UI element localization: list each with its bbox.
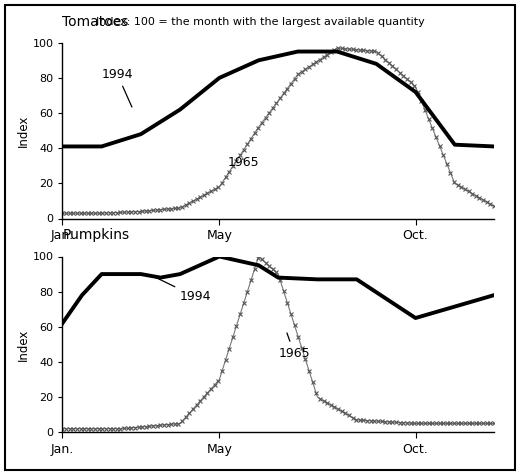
Text: 1965: 1965 — [227, 156, 259, 169]
Text: 1994: 1994 — [151, 276, 212, 304]
Text: 1994: 1994 — [101, 68, 133, 107]
Text: Index: 100 = the month with the largest available quantity: Index: 100 = the month with the largest … — [96, 17, 424, 27]
Y-axis label: Index: Index — [17, 114, 30, 147]
Text: Tomatoes: Tomatoes — [62, 15, 129, 28]
Text: 1965: 1965 — [278, 333, 310, 360]
Text: Pumpkins: Pumpkins — [62, 228, 129, 242]
Y-axis label: Index: Index — [17, 328, 30, 361]
